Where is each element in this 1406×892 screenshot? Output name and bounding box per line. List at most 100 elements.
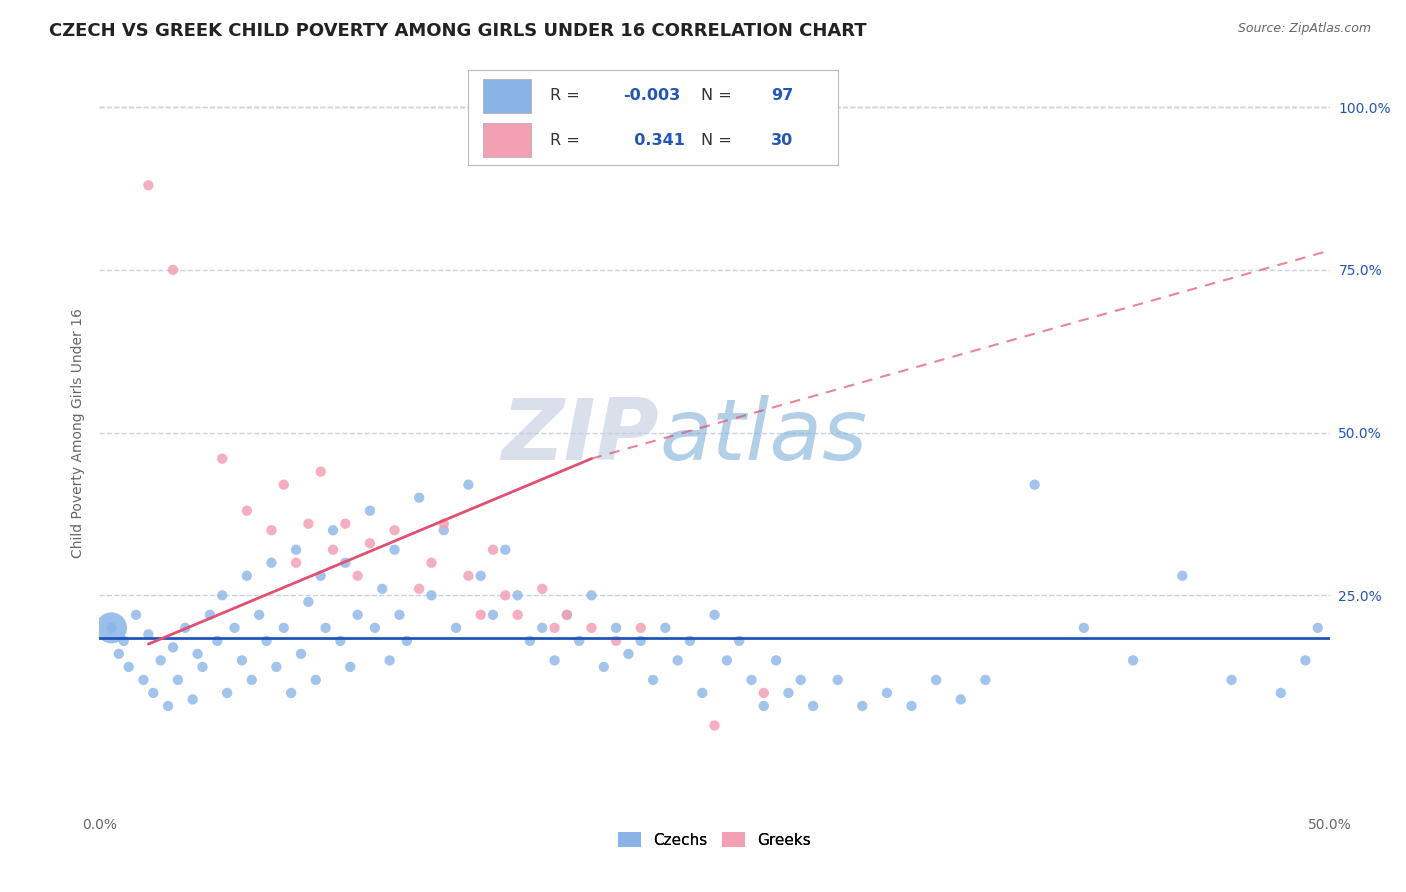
Point (592, 660, 614, 674)
Point (273, 477, 295, 491)
Point (827, 673, 849, 687)
Point (801, 698, 824, 713)
Point (581, 588, 603, 602)
Point (378, 653, 401, 667)
Point (285, 542, 308, 557)
Point (138, 178, 160, 193)
Point (555, 607, 578, 622)
Point (217, 686, 239, 700)
Point (457, 477, 479, 491)
Point (273, 621, 295, 635)
Point (716, 653, 738, 667)
Point (149, 653, 172, 667)
Point (703, 718, 725, 732)
Point (1306, 621, 1329, 635)
Point (494, 542, 516, 557)
Point (359, 536, 381, 550)
Point (329, 633, 352, 648)
Point (482, 542, 505, 557)
Point (266, 660, 288, 674)
Point (339, 660, 361, 674)
Point (108, 647, 131, 661)
Point (790, 673, 813, 687)
Point (236, 504, 259, 518)
Point (617, 647, 640, 661)
Point (167, 673, 190, 687)
Point (297, 516, 319, 531)
Point (876, 686, 898, 700)
Point (752, 686, 775, 700)
Point (519, 633, 541, 648)
Point (778, 686, 800, 700)
Point (138, 627, 160, 641)
Point (581, 621, 603, 635)
Point (100, 621, 122, 635)
Point (364, 621, 387, 635)
Point (322, 542, 344, 557)
Point (247, 607, 270, 622)
Point (765, 653, 787, 667)
Point (187, 647, 209, 661)
Point (395, 633, 418, 648)
Point (630, 621, 652, 635)
Point (384, 523, 406, 537)
Point (470, 568, 492, 582)
Point (359, 504, 381, 518)
Point (420, 588, 443, 602)
Point (236, 568, 259, 582)
Point (118, 660, 141, 674)
Point (470, 607, 492, 622)
Point (444, 621, 467, 635)
Point (974, 673, 997, 687)
Point (142, 686, 165, 700)
Point (181, 692, 204, 706)
Point (531, 621, 554, 635)
Point (543, 653, 565, 667)
Point (1171, 568, 1194, 582)
Point (346, 607, 368, 622)
Point (285, 556, 308, 570)
Point (388, 607, 411, 622)
Point (741, 673, 763, 687)
Point (568, 633, 591, 648)
Point (305, 673, 328, 687)
Y-axis label: Child Poverty Among Girls Under 16: Child Poverty Among Girls Under 16 (72, 308, 86, 558)
Text: Source: ZipAtlas.com: Source: ZipAtlas.com (1237, 22, 1371, 36)
Point (315, 621, 337, 635)
Point (100, 621, 122, 635)
Point (240, 673, 263, 687)
Point (703, 607, 725, 622)
Point (679, 633, 702, 648)
Point (654, 621, 676, 635)
Point (851, 698, 873, 713)
Point (900, 698, 922, 713)
Point (384, 542, 406, 557)
Point (641, 673, 664, 687)
Point (433, 516, 456, 531)
Point (157, 698, 180, 713)
Point (211, 451, 233, 466)
Point (543, 621, 565, 635)
Point (531, 582, 554, 596)
Point (506, 607, 529, 622)
Point (256, 633, 278, 648)
Point (506, 588, 529, 602)
Text: CZECH VS GREEK CHILD POVERTY AMONG GIRLS UNDER 16 CORRELATION CHART: CZECH VS GREEK CHILD POVERTY AMONG GIRLS… (49, 22, 868, 40)
Point (346, 568, 368, 582)
Point (666, 653, 689, 667)
Point (198, 607, 221, 622)
Point (1024, 477, 1046, 491)
Point (125, 607, 148, 622)
Point (494, 588, 516, 602)
Point (482, 607, 505, 622)
Point (1270, 686, 1292, 700)
Point (297, 595, 319, 609)
Point (371, 582, 394, 596)
Point (1122, 653, 1144, 667)
Point (925, 673, 948, 687)
Point (420, 556, 443, 570)
Point (231, 653, 253, 667)
Point (728, 633, 751, 648)
Text: atlas: atlas (659, 395, 868, 478)
Point (207, 633, 229, 648)
